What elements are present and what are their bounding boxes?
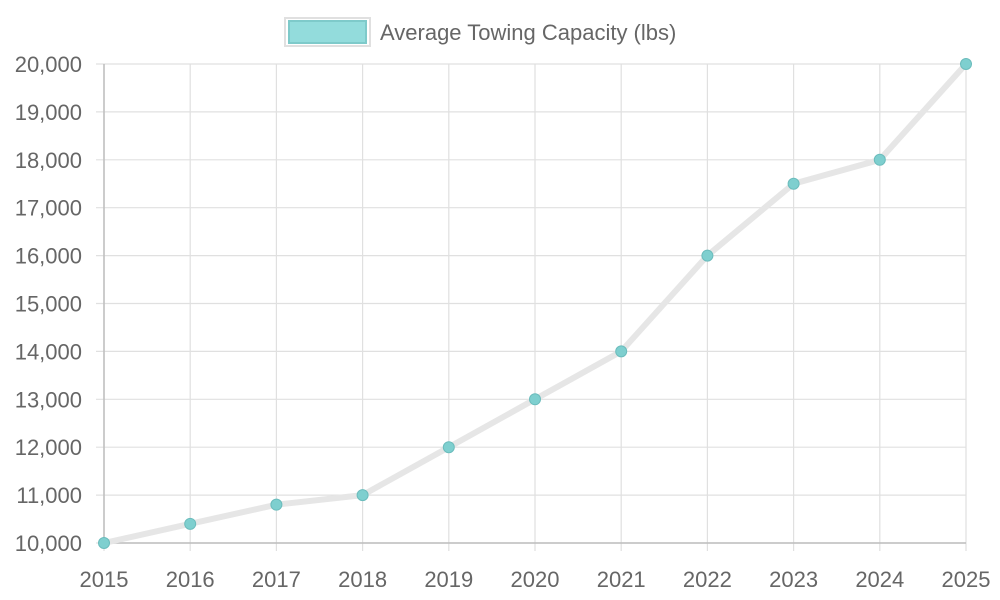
y-tick-label: 17,000 bbox=[15, 196, 82, 221]
data-point-2023[interactable] bbox=[787, 177, 800, 190]
data-point-2018[interactable] bbox=[356, 489, 369, 502]
y-tick-label: 16,000 bbox=[15, 244, 82, 269]
legend-swatch-outline bbox=[284, 17, 371, 47]
x-tick-label: 2023 bbox=[769, 567, 818, 592]
data-points bbox=[98, 58, 972, 549]
x-tick-label: 2017 bbox=[252, 567, 301, 592]
x-tick-label: 2018 bbox=[338, 567, 387, 592]
x-tick-label: 2024 bbox=[855, 567, 904, 592]
data-point-2016[interactable] bbox=[184, 517, 197, 530]
y-tick-label: 10,000 bbox=[15, 531, 82, 556]
x-tick-label: 2025 bbox=[942, 567, 991, 592]
legend[interactable]: Average Towing Capacity (lbs) bbox=[284, 17, 676, 47]
x-tick-label: 2020 bbox=[511, 567, 560, 592]
data-point-2022[interactable] bbox=[701, 249, 714, 262]
data-point-2025[interactable] bbox=[960, 58, 972, 70]
data-point-2021[interactable] bbox=[615, 345, 628, 358]
x-tick-label: 2016 bbox=[166, 567, 215, 592]
y-axis-tick-labels: 10,000 11,000 12,000 13,000 14,000 15,000 16,0… bbox=[15, 52, 82, 556]
y-tick-label: 11,000 bbox=[16, 483, 82, 508]
y-tick-label: 13,000 bbox=[15, 387, 82, 412]
y-tick-label: 18,000 bbox=[15, 148, 82, 173]
data-point-2015[interactable] bbox=[98, 537, 110, 549]
y-tick-label: 14,000 bbox=[15, 339, 82, 364]
grid bbox=[96, 63, 967, 551]
y-tick-label: 12,000 bbox=[15, 435, 82, 460]
data-point-2019[interactable] bbox=[442, 441, 455, 454]
data-point-2020[interactable] bbox=[529, 393, 541, 406]
legend-swatch bbox=[288, 20, 367, 44]
x-tick-label: 2021 bbox=[597, 567, 646, 592]
y-tick-label: 19,000 bbox=[15, 100, 82, 125]
data-point-2024[interactable] bbox=[873, 153, 886, 166]
x-tick-label: 2015 bbox=[80, 567, 129, 592]
y-tick-label: 20,000 bbox=[15, 52, 82, 77]
x-tick-label: 2019 bbox=[424, 567, 473, 592]
x-tick-label: 2022 bbox=[683, 567, 732, 592]
x-axis-tick-labels: 2015 2016 2017 2018 2019 2020 2021 2022 2023 2024… bbox=[80, 567, 991, 592]
axes bbox=[103, 64, 966, 544]
y-tick-label: 15,000 bbox=[15, 292, 82, 317]
data-point-2017[interactable] bbox=[270, 498, 283, 511]
legend-label: Average Towing Capacity (lbs) bbox=[380, 20, 676, 45]
